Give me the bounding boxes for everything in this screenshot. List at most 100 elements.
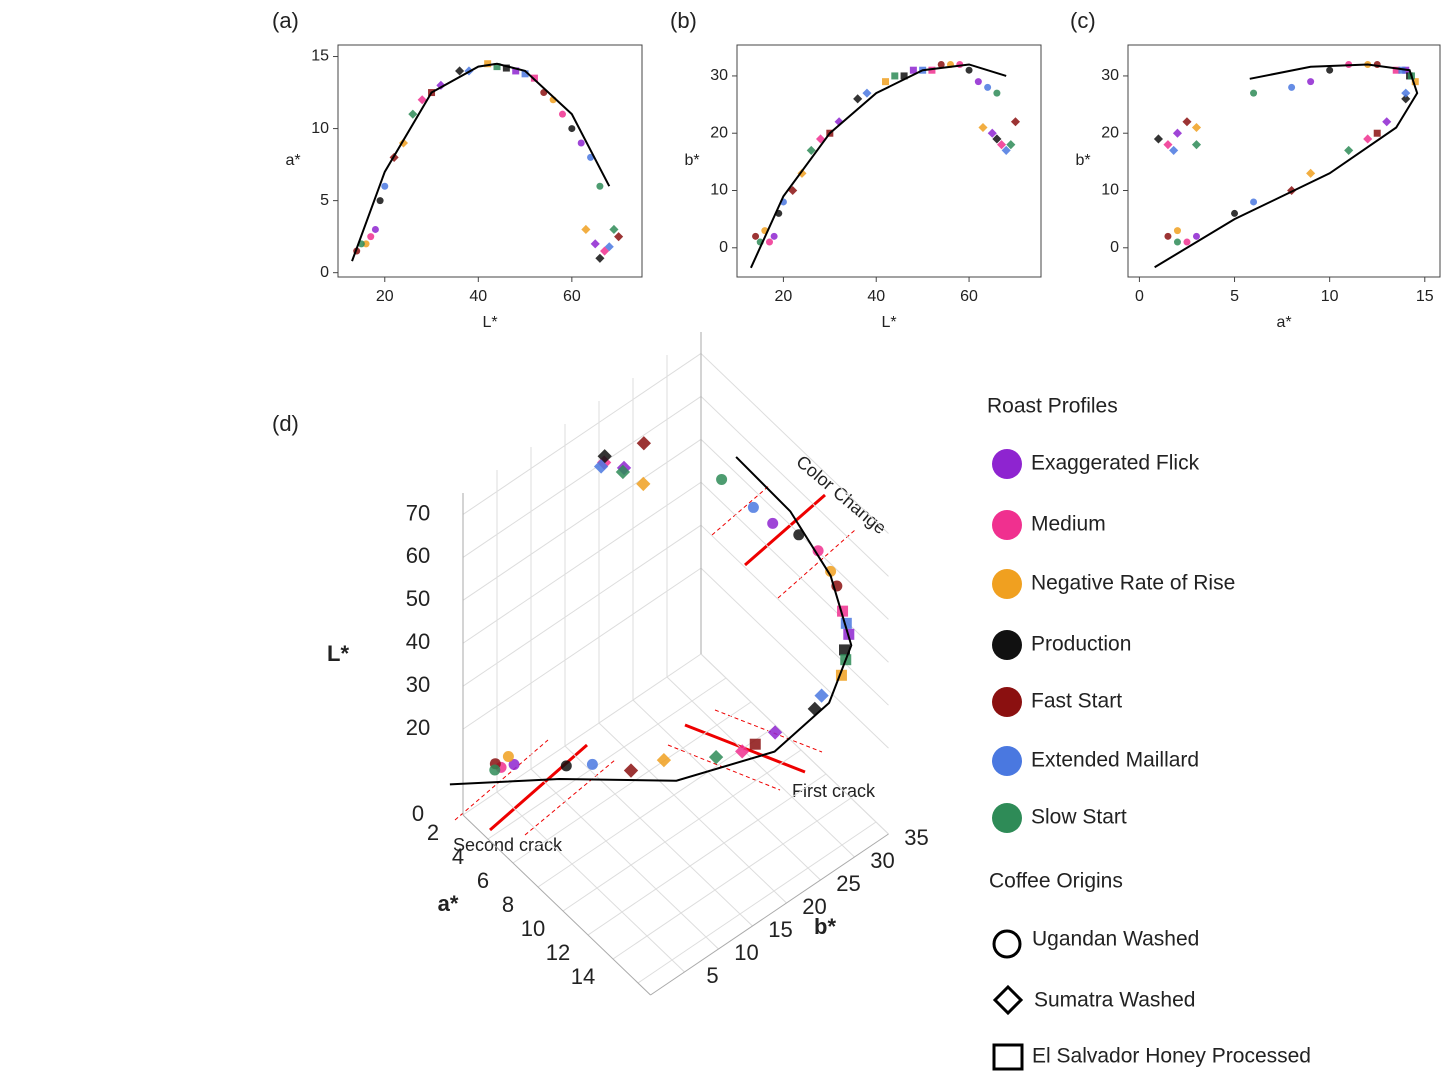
- grid-line: [700, 524, 889, 706]
- annotation: First crack: [792, 781, 876, 801]
- grid-line: [700, 481, 889, 663]
- b-tick-label: 25: [836, 871, 860, 896]
- point: [1010, 117, 1021, 127]
- point: [623, 763, 639, 778]
- point: [793, 529, 805, 541]
- legend-shape: [992, 1043, 1024, 1071]
- a-tick-label: 4: [452, 844, 464, 869]
- point: [1231, 209, 1239, 217]
- y-tick-label: 30: [1101, 67, 1119, 84]
- point: [512, 67, 520, 75]
- point: [568, 125, 576, 133]
- grid-line: [512, 701, 752, 864]
- point: [735, 744, 750, 759]
- legend-shape: [992, 984, 1024, 1016]
- point: [1392, 66, 1400, 74]
- marker-line: [524, 759, 616, 836]
- grid-line: [462, 353, 702, 515]
- annotation: Color Change: [792, 451, 890, 538]
- point: [825, 565, 837, 577]
- axis-line: [650, 833, 889, 996]
- point: [770, 232, 778, 240]
- point: [840, 617, 852, 629]
- point: [615, 464, 631, 480]
- point: [586, 758, 598, 770]
- x-axis-label: L*: [881, 314, 896, 331]
- axis-line: [462, 814, 651, 996]
- point: [371, 225, 379, 233]
- grid-line: [700, 396, 889, 577]
- point: [806, 145, 816, 155]
- point: [812, 545, 824, 557]
- point: [928, 66, 936, 74]
- marker-line: [667, 744, 781, 791]
- b-tick-label: 15: [768, 917, 792, 942]
- x-tick-label: 5: [1230, 288, 1239, 305]
- a-tick-label: 6: [477, 868, 489, 893]
- grid-line: [462, 395, 702, 558]
- point: [398, 138, 409, 148]
- b-tick-label: 10: [734, 940, 758, 965]
- grid-line: [462, 481, 702, 644]
- point: [367, 233, 375, 241]
- y-tick-label: 10: [1101, 182, 1119, 199]
- fit-line: [750, 63, 1007, 269]
- marker-line: [777, 529, 856, 599]
- point: [765, 238, 773, 246]
- point: [596, 182, 604, 190]
- legend-swatch: [992, 687, 1022, 717]
- b-tick-label: 35: [904, 825, 928, 850]
- point: [1169, 145, 1179, 155]
- legend-swatch: [992, 803, 1022, 833]
- fit-line: [1154, 63, 1419, 269]
- L-tick-label: 20: [406, 715, 430, 740]
- point: [636, 476, 651, 492]
- grid-line: [700, 353, 889, 534]
- grid-line: [462, 653, 702, 816]
- point: [417, 95, 427, 105]
- point: [455, 66, 465, 76]
- x-tick-label: 20: [376, 288, 394, 305]
- point: [1363, 134, 1373, 144]
- point: [767, 725, 783, 740]
- point: [408, 109, 418, 119]
- panel-label: (c): [1070, 8, 1096, 33]
- L-tick-label: 30: [406, 672, 430, 697]
- point: [600, 246, 610, 256]
- point: [1288, 83, 1296, 91]
- point: [891, 72, 899, 80]
- point: [1382, 117, 1392, 127]
- point: [716, 473, 728, 485]
- point: [909, 66, 917, 74]
- plot-frame: [736, 44, 1042, 278]
- point: [708, 750, 724, 765]
- point: [1173, 227, 1181, 235]
- point: [1192, 232, 1200, 240]
- y-tick-label: 20: [710, 124, 728, 141]
- point: [1250, 89, 1258, 97]
- legend-label: El Salvador Honey Processed: [1032, 1045, 1311, 1068]
- point: [530, 74, 538, 82]
- point: [1344, 145, 1354, 155]
- point: [900, 72, 908, 80]
- plot-frame: [337, 44, 643, 278]
- grid-line: [462, 438, 702, 601]
- point: [1006, 140, 1016, 150]
- point: [656, 753, 672, 768]
- point: [1163, 140, 1173, 150]
- point: [636, 436, 651, 451]
- L-tick-label: 70: [406, 500, 430, 525]
- b-tick-label: 20: [802, 894, 826, 919]
- point: [595, 253, 605, 263]
- grid-line: [637, 821, 877, 984]
- legend-title: Coffee Origins: [989, 870, 1123, 893]
- point: [835, 669, 847, 681]
- grid-line: [598, 722, 787, 904]
- annotation: Second crack: [453, 835, 563, 855]
- legend-label: Fast Start: [1031, 690, 1122, 713]
- grid-line: [496, 791, 685, 973]
- point: [1307, 78, 1315, 86]
- y-tick-label: 10: [710, 182, 728, 199]
- point: [502, 64, 510, 72]
- point: [1306, 168, 1316, 178]
